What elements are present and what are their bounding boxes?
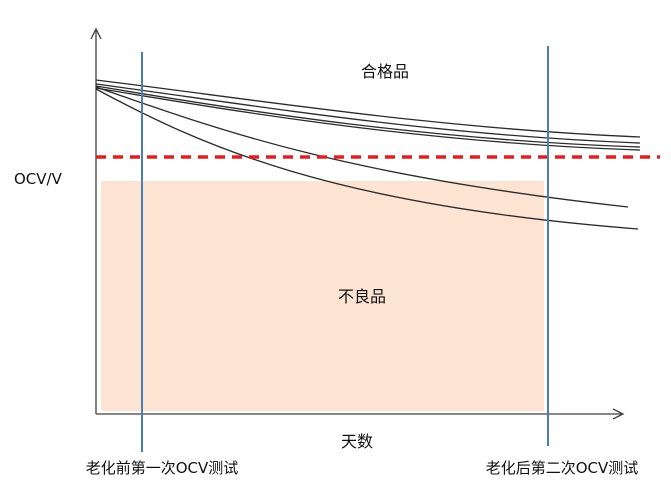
good-cell-curve-3 bbox=[95, 85, 641, 148]
good-cell-curve-1 bbox=[95, 79, 641, 138]
x-axis-arrow bbox=[612, 408, 625, 420]
reject-region-label: 不良品 bbox=[338, 287, 386, 306]
y-axis-label: OCV/V bbox=[14, 170, 63, 188]
good-cell-curve-4 bbox=[95, 87, 641, 151]
pass-region-label: 合格品 bbox=[361, 62, 409, 81]
second-test-label: 老化后第二次OCV测试 bbox=[486, 459, 639, 477]
ocv-curves bbox=[95, 79, 641, 230]
axes bbox=[90, 27, 625, 420]
x-axis-label: 天数 bbox=[341, 432, 373, 451]
y-axis-arrow bbox=[90, 27, 102, 40]
first-test-label: 老化前第一次OCV测试 bbox=[86, 459, 239, 477]
bad-cell-curve-1 bbox=[95, 86, 629, 208]
reject-region bbox=[101, 181, 544, 411]
good-cell-curve-2 bbox=[95, 83, 641, 144]
